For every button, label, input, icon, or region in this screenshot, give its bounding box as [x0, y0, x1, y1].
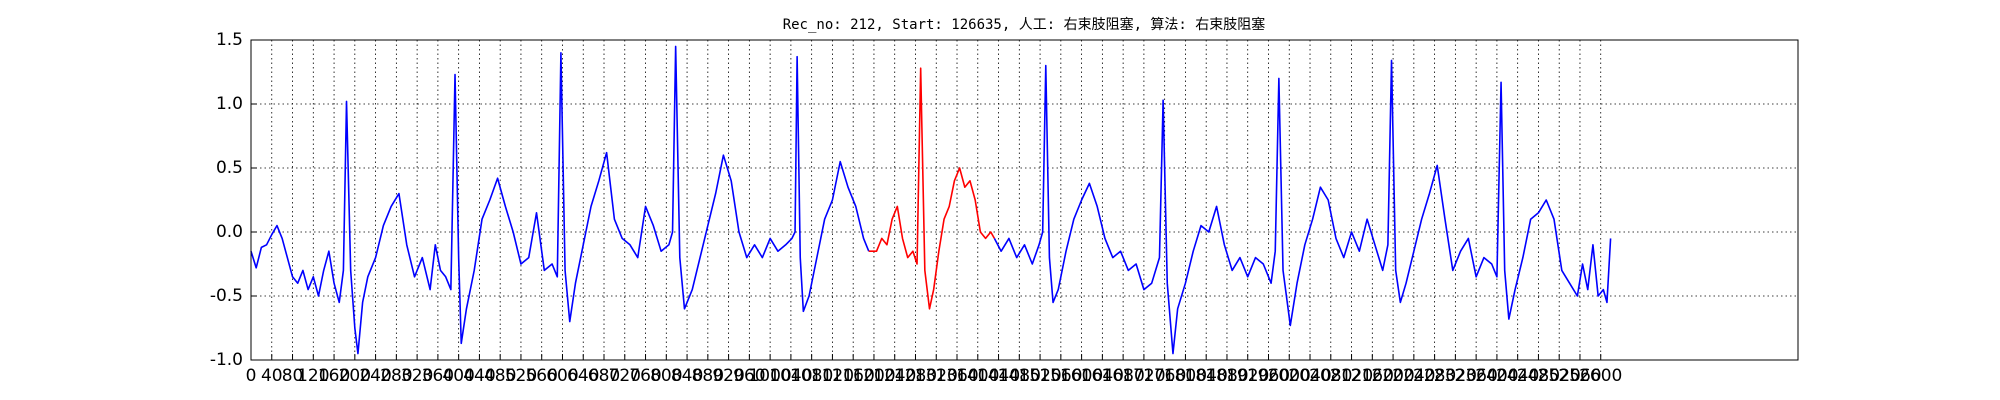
x-tick-label: 1440	[977, 366, 1020, 386]
x-tick-label: 2600	[1579, 366, 1622, 386]
x-tick-label: 600	[546, 366, 578, 386]
x-tick-label: 2400	[1475, 366, 1518, 386]
x-tick-label: 1960	[1247, 366, 1290, 386]
x-tick-label: 2240	[1392, 366, 1435, 386]
y-tick-label: -1.0	[210, 350, 243, 370]
x-tick-label: 1000	[748, 366, 791, 386]
x-tick-label: 200	[339, 366, 371, 386]
y-tick-label: 0.5	[216, 158, 243, 178]
x-tick-label: 2120	[1330, 366, 1373, 386]
x-tick-label: 1600	[1060, 366, 1103, 386]
x-tick-label: 360	[422, 366, 454, 386]
x-tick-label: 2520	[1538, 366, 1581, 386]
x-tick-label: 640	[567, 366, 599, 386]
x-tick-label: 1560	[1039, 366, 1082, 386]
y-tick-label: 1.0	[216, 94, 243, 114]
x-tick-label: 280	[380, 366, 412, 386]
x-tick-label: 40	[261, 366, 283, 386]
x-tick-label: 1120	[811, 366, 854, 386]
x-tick-label: 440	[463, 366, 495, 386]
x-tick-label: 1280	[894, 366, 937, 386]
x-tick-label: 240	[359, 366, 391, 386]
x-tick-label: 1800	[1164, 366, 1207, 386]
x-tick-label: 1680	[1102, 366, 1145, 386]
y-tick-label: 1.5	[216, 30, 243, 50]
x-tick-label: 960	[733, 366, 765, 386]
y-tick-label: -0.5	[210, 286, 243, 306]
x-tick-label: 880	[692, 366, 724, 386]
x-tick-label: 2280	[1413, 366, 1456, 386]
x-tick-label: 1880	[1205, 366, 1248, 386]
x-tick-label: 1160	[832, 366, 875, 386]
x-tick-label: 680	[588, 366, 620, 386]
x-tick-label: 2000	[1268, 366, 1311, 386]
x-tick-label: 2160	[1351, 366, 1394, 386]
x-tick-label: 720	[609, 366, 641, 386]
x-tick-label: 400	[442, 366, 474, 386]
x-tick-label: 2080	[1309, 366, 1352, 386]
x-tick-label: 560	[525, 366, 557, 386]
x-tick-label: 160	[318, 366, 350, 386]
x-tick-label: 1360	[935, 366, 978, 386]
x-tick-label: 920	[712, 366, 744, 386]
x-tick-label: 0	[246, 366, 257, 386]
x-tick-label: 2440	[1496, 366, 1539, 386]
x-tick-label: 1920	[1226, 366, 1269, 386]
x-tick-label: 1080	[790, 366, 833, 386]
x-tick-label: 1480	[998, 366, 1041, 386]
x-tick-label: 80	[282, 366, 304, 386]
x-tick-label: 520	[505, 366, 537, 386]
x-tick-label: 2320	[1434, 366, 1477, 386]
x-tick-label: 1840	[1185, 366, 1228, 386]
x-tick-label: 2200	[1371, 366, 1414, 386]
x-tick-label: 2560	[1558, 366, 1601, 386]
chart-title: Rec_no: 212, Start: 126635, 人工: 右束肢阻塞, 算…	[783, 16, 1266, 33]
x-tick-label: 1240	[873, 366, 916, 386]
x-tick-label: 480	[484, 366, 516, 386]
x-tick-label: 2480	[1517, 366, 1560, 386]
x-tick-label: 320	[401, 366, 433, 386]
x-tick-label: 800	[650, 366, 682, 386]
x-tick-label: 840	[671, 366, 703, 386]
x-tick-label: 1720	[1122, 366, 1165, 386]
x-tick-label: 1640	[1081, 366, 1124, 386]
x-tick-label: 1400	[956, 366, 999, 386]
ecg-line	[868, 67, 996, 310]
y-tick-label: 0.0	[216, 222, 243, 242]
x-tick-label: 1200	[852, 366, 895, 386]
plot-frame	[250, 39, 1799, 361]
x-tick-label: 120	[297, 366, 329, 386]
ecg-line	[250, 45, 870, 355]
x-tick-label: 1520	[1018, 366, 1061, 386]
x-tick-label: 2360	[1455, 366, 1498, 386]
x-tick-label: 1320	[915, 366, 958, 386]
x-tick-label: 760	[629, 366, 661, 386]
x-tick-label: 2040	[1288, 366, 1331, 386]
x-tick-label: 1040	[769, 366, 812, 386]
ecg-line	[993, 59, 1612, 355]
x-tick-label: 1760	[1143, 366, 1186, 386]
